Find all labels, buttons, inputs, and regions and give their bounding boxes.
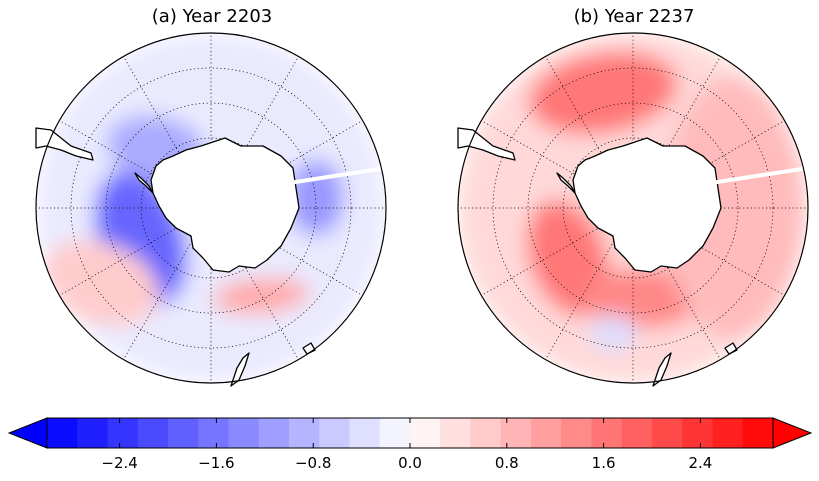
seam-line <box>288 166 387 185</box>
anomaly-region <box>213 277 309 315</box>
colorbar-extend-min <box>7 417 48 449</box>
colorbar-segment <box>77 418 108 448</box>
seam-line <box>710 166 809 185</box>
landmasses-b <box>457 127 809 387</box>
colorbar-segment <box>137 418 169 448</box>
anomaly-region <box>42 240 160 326</box>
antarctic-peninsula-landmass <box>134 172 154 194</box>
south-america-landmass <box>457 127 516 161</box>
antarctic-peninsula-landmass <box>556 172 576 194</box>
colorbar-segment <box>47 418 78 448</box>
anomaly-region <box>528 51 678 135</box>
colorbar-segment <box>561 418 592 448</box>
colorbar-segment <box>289 418 320 448</box>
colorbar-segment <box>621 418 653 448</box>
colorbar-segment <box>712 418 744 448</box>
colorbar-tick-label: −0.8 <box>294 454 332 472</box>
latitude-circle <box>527 102 739 314</box>
colorbar-segment <box>410 418 441 448</box>
colorbar-segment <box>379 418 411 448</box>
colorbar-segment <box>168 418 199 448</box>
panel-b-title: (b) Year 2237 <box>573 6 695 27</box>
south-america-landmass <box>35 127 94 161</box>
colorbar-segment <box>742 418 774 448</box>
colorbar-segment <box>591 418 623 448</box>
colorbar-segment <box>107 418 139 448</box>
landmasses-a <box>35 127 387 387</box>
colorbar-tick-label: 2.4 <box>688 454 713 472</box>
antarctica-landmass <box>572 137 722 273</box>
map-a-boundary <box>35 32 387 384</box>
colorbar <box>7 417 813 449</box>
antarctica-landmass <box>150 137 300 273</box>
colorbar-tick-label: 0.0 <box>398 454 422 472</box>
colorbar-tick-label: −2.4 <box>101 454 138 472</box>
colorbar-tick-label: 0.8 <box>494 454 519 472</box>
colorbar-segment <box>440 418 471 448</box>
latitude-circle <box>492 67 774 349</box>
colorbar-extend-max <box>772 417 813 449</box>
anomaly-region <box>583 268 703 328</box>
map-panel-a <box>35 32 387 387</box>
new-zealand-landmass <box>230 352 250 387</box>
colorbar-segment <box>228 418 260 448</box>
colorbar-segment <box>682 418 713 448</box>
panel-a-title: (a) Year 2203 <box>151 6 273 27</box>
map-b-boundary <box>457 32 809 384</box>
map-panel-b <box>457 32 809 387</box>
colorbar-segment <box>198 418 229 448</box>
anomaly-region <box>589 315 637 351</box>
colorbar-segment <box>258 418 290 448</box>
colorbar-tick-label: 1.6 <box>591 454 616 472</box>
latitude-circle <box>105 102 317 314</box>
latitude-circle <box>70 67 352 349</box>
colorbar-segment <box>319 418 350 448</box>
new-zealand-landmass <box>652 352 672 387</box>
colorbar-segment <box>500 418 532 448</box>
colorbar-segment <box>470 418 502 448</box>
colorbar-segment <box>349 418 381 448</box>
colorbar-segment <box>531 418 562 448</box>
colorbar-tick-label: −1.6 <box>198 454 235 472</box>
colorbar-segment <box>652 418 683 448</box>
